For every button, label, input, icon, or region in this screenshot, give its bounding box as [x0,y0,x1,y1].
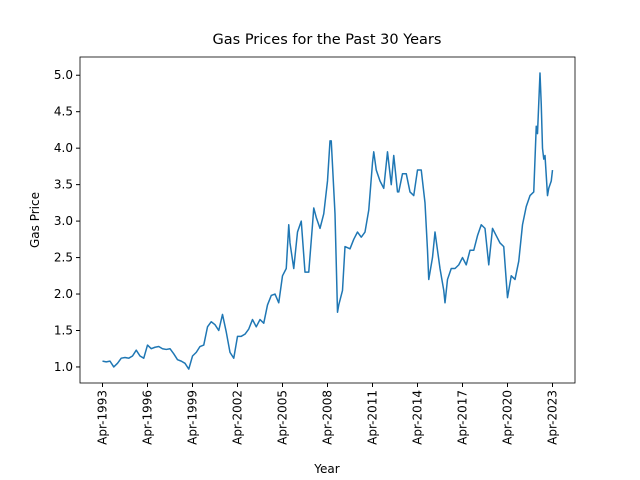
x-tick-label: Apr-2020 [501,390,515,445]
x-tick-label: Apr-1993 [96,390,110,445]
y-tick-label: 4.5 [54,105,73,119]
y-tick-label: 1.0 [54,360,73,374]
y-tick-label: 3.5 [54,178,73,192]
x-tick-label: Apr-2002 [231,390,245,445]
x-tick-label: Apr-2014 [411,390,425,445]
y-axis-label: Gas Price [28,192,42,248]
x-tick-label: Apr-2008 [321,390,335,445]
y-tick-label: 2.5 [54,251,73,265]
y-tick-label: 4.0 [54,141,73,155]
x-tick-label: Apr-2005 [276,390,290,445]
x-tick-label: Apr-1996 [141,390,155,445]
y-tick-label: 3.0 [54,214,73,228]
y-tick-label: 5.0 [54,68,73,82]
y-tick-label: 2.0 [54,287,73,301]
x-tick-label: Apr-2023 [546,390,560,445]
x-axis-label: Year [313,462,339,476]
x-tick-label: Apr-2011 [366,390,380,445]
line-series [102,72,554,370]
chart-title: Gas Prices for the Past 30 Years [213,32,442,48]
plot-frame [79,56,576,384]
x-tick-label: Apr-2017 [456,390,470,445]
y-tick-label: 1.5 [54,323,73,337]
x-tick-label: Apr-1999 [186,390,200,445]
